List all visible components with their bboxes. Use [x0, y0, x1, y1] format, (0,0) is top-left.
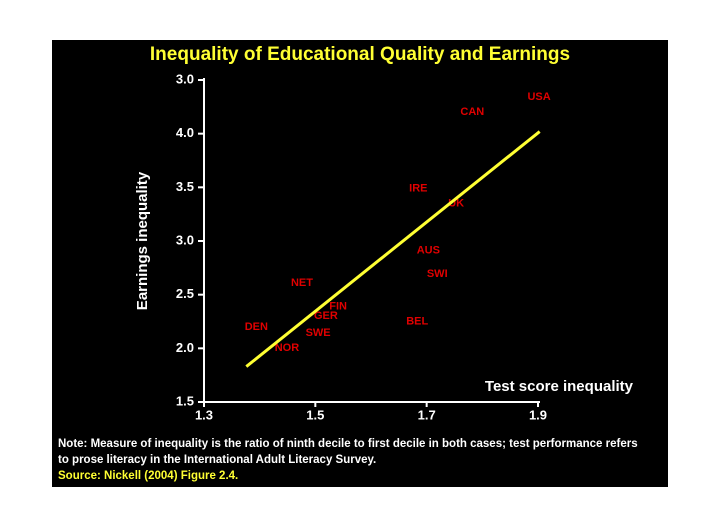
point-label: NOR — [275, 342, 300, 354]
note-line: to prose literacy in the International A… — [58, 454, 376, 466]
y-tick-label: 2.0 — [176, 340, 194, 355]
y-tick-label: 3.5 — [176, 179, 194, 194]
point-label: FIN — [329, 300, 347, 312]
y-tick-label: 3.0 — [176, 71, 194, 86]
y-tick-label: 4.0 — [176, 125, 194, 140]
point-label: GER — [314, 310, 338, 322]
x-tick-label: 1.3 — [195, 407, 213, 422]
x-axis-label: Test score inequality — [485, 378, 634, 395]
point-label: SWI — [427, 268, 448, 280]
source: Source: Nickell (2004) Figure 2.4. — [58, 470, 238, 482]
y-axis-label: Earnings inequality — [134, 171, 151, 310]
x-tick-label: 1.9 — [529, 407, 547, 422]
point-label: DEN — [245, 321, 268, 333]
point-label: SWE — [306, 327, 331, 339]
note-line: Note: Measure of inequality is the ratio… — [58, 438, 638, 450]
point-label: NET — [291, 277, 313, 289]
point-label: BEL — [406, 315, 428, 327]
point-label: CAN — [460, 106, 484, 118]
y-tick-label: 1.5 — [176, 393, 194, 408]
y-tick-label: 2.5 — [176, 286, 194, 301]
chart-title: Inequality of Educational Quality and Ea… — [150, 44, 570, 65]
background — [52, 40, 668, 487]
point-label: USA — [527, 91, 550, 103]
x-tick-label: 1.7 — [418, 407, 436, 422]
y-tick-label: 3.0 — [176, 232, 194, 247]
point-label: AUS — [417, 245, 440, 257]
point-label: IRE — [409, 182, 427, 194]
x-tick-label: 1.5 — [306, 407, 324, 422]
fit-line — [245, 130, 541, 368]
